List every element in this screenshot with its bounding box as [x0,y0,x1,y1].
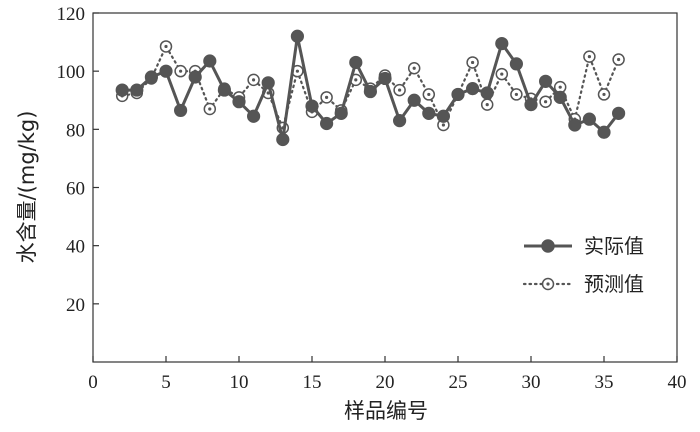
data-point-actual [553,90,567,104]
data-point-predicted-center [544,100,548,104]
data-point-actual [188,70,202,84]
data-point-actual [378,71,392,86]
y-tick-label: 100 [57,62,86,83]
data-point-predicted-center [514,92,519,97]
y-tick-label: 40 [66,237,85,258]
data-point-predicted-center [500,72,504,76]
data-point-actual [334,106,348,120]
data-point-predicted-center [558,85,562,89]
legend-label-predicted: 预测值 [584,272,644,296]
data-point-predicted-center [208,107,212,111]
data-point-actual [144,70,158,84]
data-point-actual [174,103,188,118]
data-point-actual [217,83,231,97]
data-point-actual [276,132,290,147]
legend-label-actual: 实际值 [584,234,644,258]
axis-ticks: 0 5 10 15 20 25 30 35 40 20 40 60 80 100 120 [57,4,687,393]
data-point-actual [466,82,480,96]
data-point-predicted-center [587,55,592,59]
data-point-predicted-center [412,66,416,70]
y-tick-label: 60 [66,179,85,200]
data-point-actual [597,125,611,139]
x-tick-label: 15 [303,372,322,393]
data-point-actual [524,98,538,112]
data-point-actual [203,54,217,68]
data-point-predicted-center [325,95,329,99]
data-point-actual [232,95,246,109]
data-point-actual [290,29,304,43]
data-point-actual [305,99,319,113]
data-point-actual [422,106,436,120]
data-point-actual [582,112,597,126]
data-point-predicted-center [602,92,606,97]
data-point-actual [538,74,553,88]
data-point-actual [349,55,363,70]
y-axis-title: 水含量/(mg/kg) [15,111,39,264]
data-point-predicted-center [398,88,402,92]
y-tick-label: 20 [66,295,85,316]
data-point-actual [436,109,450,123]
data-point-actual [159,64,173,78]
x-tick-label: 5 [161,372,171,393]
x-tick-label: 30 [522,372,541,393]
x-tick-label: 0 [88,372,98,393]
data-point-actual [393,114,407,128]
data-point-predicted-center [471,60,475,65]
legend-marker-actual [541,239,555,253]
data-point-actual [407,93,421,107]
data-point-actual [568,118,582,132]
y-tick-label: 80 [66,120,85,141]
data-point-actual [261,76,275,90]
legend: 实际值 预测值 [522,234,644,296]
data-point-actual [320,116,334,131]
x-tick-label: 40 [668,372,687,393]
x-tick-label: 20 [376,372,395,393]
legend-marker-predicted-dot [546,282,550,286]
data-point-actual [247,109,261,123]
data-point-actual [115,83,129,97]
data-point-predicted-center [354,78,358,82]
data-point-actual [611,106,626,120]
data-point-predicted-center [485,103,489,107]
data-point-actual [480,86,494,100]
data-point-actual [495,36,509,51]
data-point-predicted-center [295,69,299,73]
data-point-actual [451,87,465,102]
data-point-predicted-center [252,78,256,82]
data-point-actual [130,83,144,97]
data-point-predicted-center [441,123,445,127]
series-layer [115,29,626,147]
y-tick-label: 120 [57,4,86,25]
data-point-predicted-center [427,92,431,97]
x-axis-title: 样品编号 [344,399,428,423]
data-point-predicted-center [617,57,621,62]
x-tick-label: 25 [449,372,468,393]
x-tick-label: 35 [595,372,614,393]
data-point-actual [363,84,377,99]
data-point-predicted-center [179,69,183,73]
data-point-actual [509,57,524,71]
x-tick-label: 10 [230,372,249,393]
data-point-predicted-center [266,91,270,95]
data-point-predicted-center [164,44,168,49]
